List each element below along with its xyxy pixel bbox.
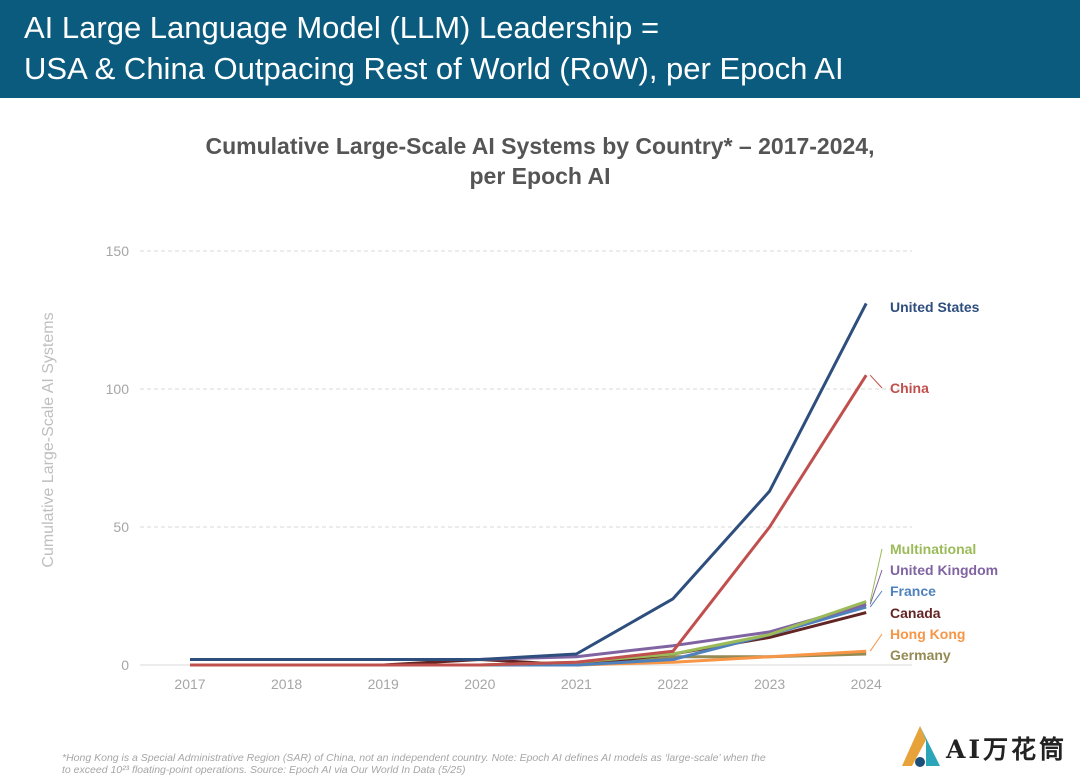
brand-logo: AI万花筒 bbox=[900, 722, 1070, 772]
leader-line bbox=[869, 548, 883, 602]
leader-line bbox=[869, 633, 883, 652]
series-label-hong-kong: Hong Kong bbox=[890, 626, 965, 642]
chart-gridlines bbox=[140, 250, 912, 528]
series-label-china: China bbox=[890, 380, 929, 396]
brand-logo-icon bbox=[902, 726, 940, 767]
footnote-line-2: to exceed 10²³ floating-point operations… bbox=[62, 764, 466, 776]
x-tick-label: 2023 bbox=[754, 676, 785, 692]
x-tick-label: 2022 bbox=[657, 676, 688, 692]
y-axis-ticks: 0 50 100 150 bbox=[106, 243, 130, 673]
page-title-line-2: USA & China Outpacing Rest of World (RoW… bbox=[24, 51, 844, 86]
series-line-united-kingdom bbox=[190, 602, 867, 661]
x-tick-label: 2018 bbox=[271, 676, 302, 692]
footnote: *Hong Kong is a Special Administrative R… bbox=[62, 752, 892, 776]
x-tick-label: 2020 bbox=[464, 676, 495, 692]
series-labels: United States China Multinational United Ki… bbox=[890, 299, 998, 663]
y-tick-label: 0 bbox=[121, 657, 129, 673]
x-tick-label: 2021 bbox=[561, 676, 592, 692]
y-axis-label: Cumulative Large-Scale AI Systems bbox=[40, 312, 57, 567]
y-tick-label: 50 bbox=[113, 519, 129, 535]
y-tick-label: 100 bbox=[106, 381, 130, 397]
leader-line bbox=[869, 569, 883, 605]
x-axis-ticks: 2017 2018 2019 2020 2021 2022 2023 2024 bbox=[174, 676, 882, 692]
series-label-united-states: United States bbox=[890, 299, 980, 315]
series-label-france: France bbox=[890, 583, 936, 599]
series-label-canada: Canada bbox=[890, 605, 941, 621]
header-banner: AI Large Language Model (LLM) Leadership… bbox=[0, 0, 1080, 98]
y-tick-label: 150 bbox=[106, 243, 130, 259]
series-line-united-states bbox=[190, 302, 868, 661]
x-tick-label: 2017 bbox=[174, 676, 205, 692]
series-label-united-kingdom: United Kingdom bbox=[890, 562, 998, 578]
series-lines bbox=[190, 302, 868, 667]
label-leader-lines bbox=[869, 374, 883, 652]
brand-logo-text: AI万花筒 bbox=[946, 735, 1068, 764]
x-tick-label: 2019 bbox=[368, 676, 399, 692]
series-label-multinational: Multinational bbox=[890, 541, 976, 557]
leader-line bbox=[869, 374, 883, 389]
series-line-china bbox=[190, 374, 868, 667]
chart-title-line-2: per Epoch AI bbox=[469, 163, 611, 189]
page-title-line-1: AI Large Language Model (LLM) Leadership… bbox=[24, 10, 660, 45]
chart-title-line-1: Cumulative Large-Scale AI Systems by Cou… bbox=[205, 133, 875, 159]
footnote-line-1: *Hong Kong is a Special Administrative R… bbox=[62, 752, 766, 764]
x-tick-label: 2024 bbox=[851, 676, 882, 692]
leader-line bbox=[869, 590, 883, 608]
series-label-germany: Germany bbox=[890, 647, 951, 663]
